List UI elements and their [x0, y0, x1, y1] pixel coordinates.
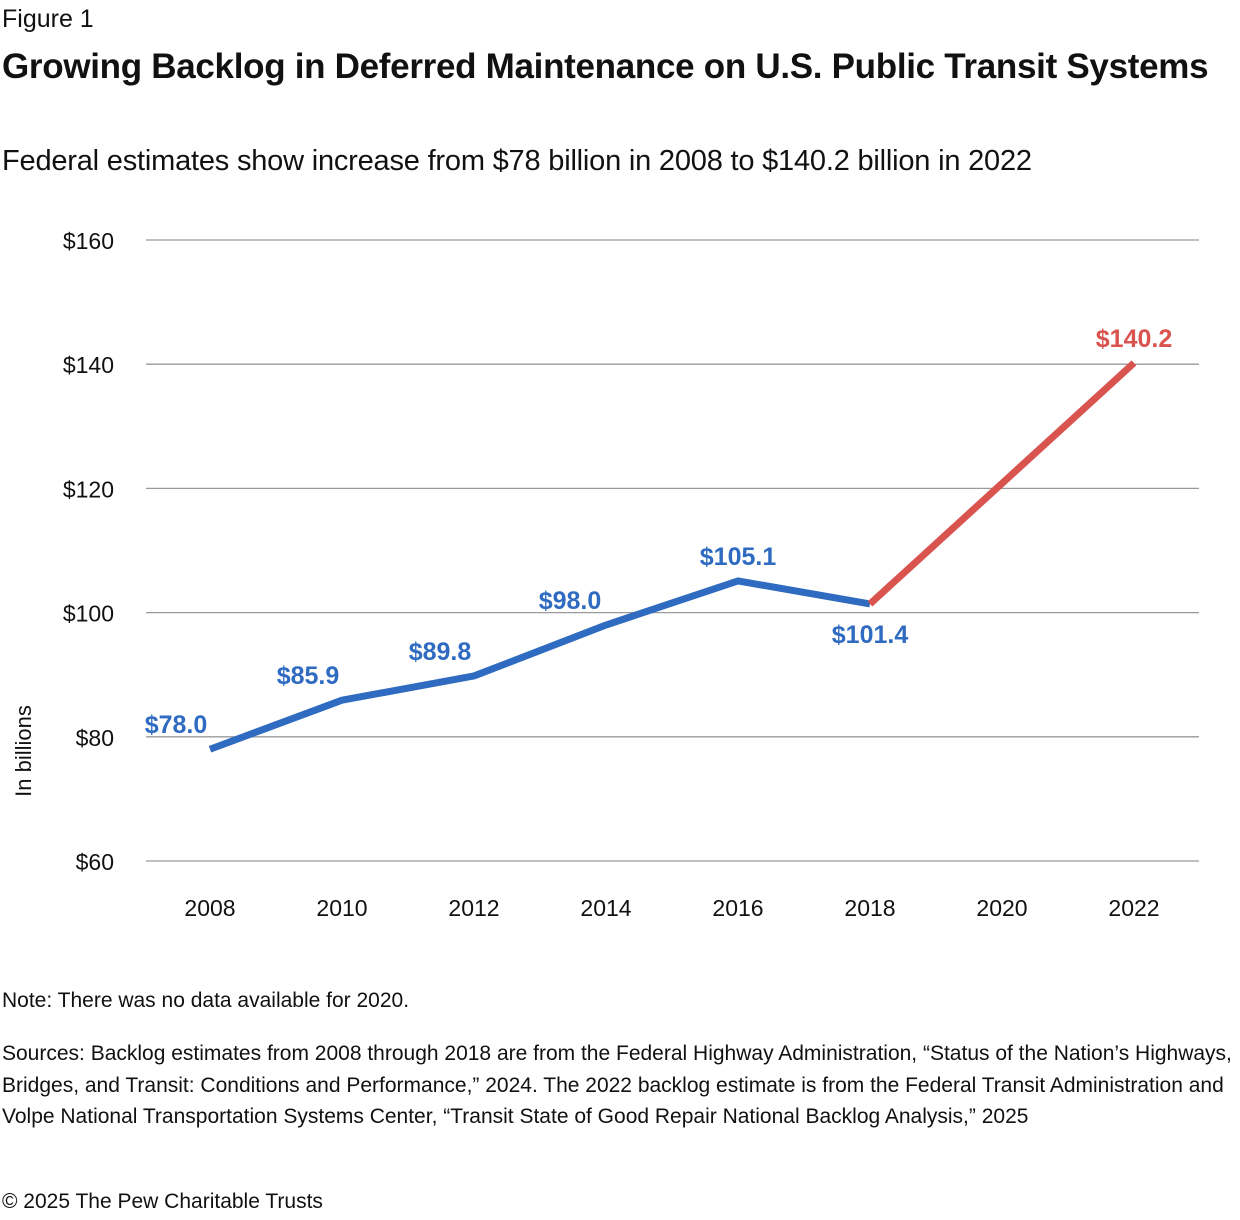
data-label: $105.1 — [700, 543, 777, 571]
chart-title: Growing Backlog in Deferred Maintenance … — [2, 47, 1209, 86]
copyright: © 2025 The Pew Charitable Trusts — [2, 1190, 323, 1213]
y-tick-label: $60 — [76, 849, 114, 875]
y-axis-tick-labels: $60 $80 $100 $120 $140 $160 — [63, 228, 114, 875]
y-tick-label: $100 — [63, 601, 114, 627]
x-tick-label: 2014 — [580, 895, 631, 921]
series-line-2 — [867, 360, 1137, 607]
x-tick-label: 2018 — [844, 895, 895, 921]
data-label: $140.2 — [1096, 325, 1172, 353]
figure-label: Figure 1 — [2, 5, 94, 33]
x-tick-label: 2008 — [184, 895, 235, 921]
data-label: $85.9 — [277, 662, 340, 690]
data-label: $89.8 — [409, 638, 472, 666]
x-tick-label: 2010 — [316, 895, 367, 921]
x-tick-label: 2016 — [712, 895, 763, 921]
data-labels: $78.0 $85.9 $89.8 $98.0 $105.1 $101.4 $140.2 — [145, 325, 1173, 739]
y-tick-label: $120 — [63, 476, 114, 502]
data-label: $78.0 — [145, 711, 208, 739]
y-tick-label: $140 — [63, 352, 114, 378]
x-tick-label: 2012 — [448, 895, 499, 921]
chart-subtitle: Federal estimates show increase from $78… — [2, 145, 1032, 177]
y-axis-label: In billions — [11, 705, 36, 797]
y-tick-label: $80 — [76, 725, 114, 751]
data-label: $98.0 — [539, 587, 602, 615]
series-line-1 — [208, 577, 871, 753]
series-lines — [208, 360, 1137, 753]
gridlines — [146, 239, 1199, 862]
line-chart: $60$80$100$120$140$160 2008 2010 2012 2014 2… — [11, 228, 1199, 921]
chart-note: Note: There was no data available for 20… — [2, 989, 410, 1012]
y-tick-label: $160 — [63, 228, 114, 254]
x-tick-label: 2022 — [1108, 895, 1159, 921]
x-tick-label: 2020 — [976, 895, 1027, 921]
data-label: $101.4 — [832, 621, 909, 649]
x-axis-tick-labels: 2008 2010 2012 2014 2016 2018 2020 2022 — [184, 895, 1159, 921]
chart-sources: Sources: Backlog estimates from 2008 thr… — [2, 1042, 1232, 1128]
